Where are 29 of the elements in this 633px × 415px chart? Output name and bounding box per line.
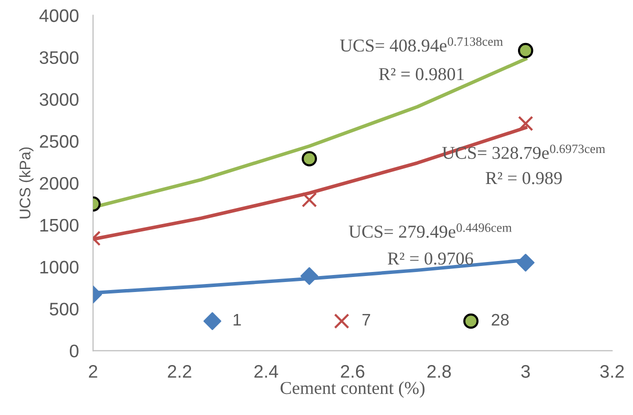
x-tick-label: 2 xyxy=(88,365,98,378)
y-tick-label: 500 xyxy=(50,302,78,316)
annotation: UCS= 408.94e$^{0.7138cem}$ xyxy=(340,37,503,52)
x-tick-label: 3.2 xyxy=(600,365,624,378)
y-tick-label: 4000 xyxy=(39,9,78,22)
annotation: R² = 0.9801 xyxy=(378,68,464,80)
y-axis-title: UCS (kPa) xyxy=(19,147,34,218)
y-tick-label: 3500 xyxy=(40,51,78,64)
y-tick-label: 1500 xyxy=(40,218,78,232)
point xyxy=(516,254,535,272)
y-tick-label: 1000 xyxy=(40,260,78,274)
point xyxy=(518,116,534,132)
y-tick-label: 0 xyxy=(70,344,78,358)
x-axis-title: Cement content (%) xyxy=(280,381,424,398)
y-tick-label: 3000 xyxy=(40,93,78,106)
x-tick-label: 3 xyxy=(521,365,530,378)
y-tick-label: 2000 xyxy=(40,176,78,190)
legend-label: 7 xyxy=(362,314,370,326)
legend-label: 28 xyxy=(492,314,509,326)
y-tick-label: 2500 xyxy=(40,135,78,148)
x-tick-label: 2.6 xyxy=(340,365,364,378)
annotation: R² = 0.9706 xyxy=(388,252,474,265)
x-tick-label: 2.4 xyxy=(254,365,278,378)
x-tick-label: 2.2 xyxy=(168,365,192,378)
point xyxy=(518,42,534,58)
x-tick-label: 2.8 xyxy=(427,365,451,378)
annotation: R² = 0.989 xyxy=(486,172,562,184)
annotation: UCS= 279.49e$^{0.4496cem}$ xyxy=(348,223,512,238)
legend-label: 1 xyxy=(234,314,241,326)
